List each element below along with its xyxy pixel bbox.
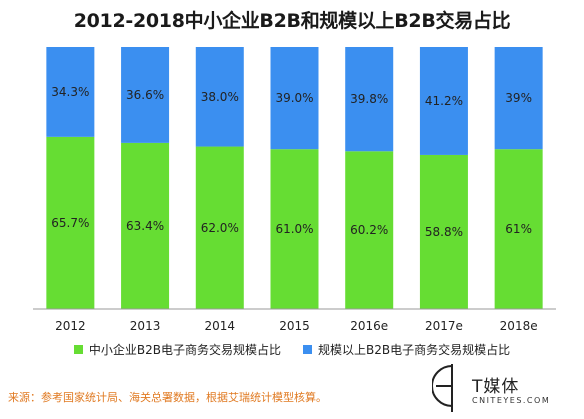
data-label: 65.7% — [51, 216, 89, 230]
legend-label-sme: 中小企业B2B电子商务交易规模占比 — [88, 343, 281, 357]
data-label: 34.3% — [51, 85, 89, 99]
legend-swatch-sme — [73, 345, 83, 354]
data-label: 62.0% — [201, 221, 239, 235]
bar-segment-sme-2015 — [270, 149, 319, 309]
bar-segment-large-2016e — [345, 47, 394, 152]
x-tick-label: 2015 — [279, 319, 310, 333]
bar-segment-large-2015 — [270, 47, 319, 150]
x-tick-label: 2018e — [500, 319, 538, 333]
data-label: 39% — [505, 91, 532, 105]
data-label: 60.2% — [350, 223, 388, 237]
legend-label-large: 规模以上B2B电子商务交易规模占比 — [318, 343, 511, 357]
x-tick-label: 2016e — [350, 319, 388, 333]
x-tick-label: 2012 — [55, 319, 86, 333]
x-axis: 2012 2013 2014 2015 2016e 2017e 2018e — [33, 308, 556, 333]
data-label: 58.8% — [425, 225, 463, 239]
x-tick-label: 2013 — [130, 319, 161, 333]
logo-text: T媒体 — [472, 377, 520, 397]
bar-segment-sme-2012 — [46, 136, 95, 309]
bar-segment-sme-2013 — [121, 142, 170, 309]
bars-group: 65.7% 34.3% 63.4% 36.6% 62.0% 38.0% 61.0% 39.0%… — [46, 47, 543, 309]
stacked-bar-chart: 65.7% 34.3% 63.4% 36.6% 62.0% 38.0% 61.0% 39.0%… — [33, 47, 556, 333]
bar-segment-sme-2014 — [195, 146, 244, 309]
data-label: 39.8% — [350, 92, 388, 106]
bar-segment-large-2012 — [46, 47, 95, 137]
source-note: 来源：参考国家统计局、海关总署数据，根据艾瑞统计模型核算。 — [8, 391, 327, 404]
bar-segment-large-2018e — [494, 47, 543, 150]
data-label: 61.0% — [275, 222, 313, 236]
bar-segment-large-2017e — [419, 47, 468, 155]
bar-segment-large-2013 — [121, 47, 170, 143]
data-label: 41.2% — [425, 94, 463, 108]
logo-mark-icon — [432, 364, 453, 412]
legend-item-sme: 中小企业B2B电子商务交易规模占比 — [73, 341, 281, 358]
data-label: 39.0% — [275, 91, 313, 105]
bar-segment-sme-2017e — [419, 154, 468, 309]
data-label: 36.6% — [126, 88, 164, 102]
x-tick-label: 2014 — [205, 319, 236, 333]
bar-segment-sme-2016e — [345, 151, 394, 309]
legend-swatch-large — [303, 345, 312, 354]
chart-title: 2012-2018中小企业B2B和规模以上B2B交易占比 — [73, 10, 511, 32]
brand-logo: T媒体 CNITEYES.COM — [432, 362, 582, 414]
legend-item-large: 规模以上B2B电子商务交易规模占比 — [303, 341, 510, 358]
bar-segment-sme-2018e — [494, 149, 543, 309]
logo-subtext: CNITEYES.COM — [472, 396, 551, 405]
data-label: 38.0% — [201, 90, 239, 104]
legend: 中小企业B2B电子商务交易规模占比 规模以上B2B电子商务交易规模占比 — [0, 341, 584, 358]
bar-segment-large-2014 — [195, 47, 244, 147]
data-label: 63.4% — [126, 219, 164, 233]
data-label: 61% — [505, 222, 532, 236]
x-tick-label: 2017e — [425, 319, 463, 333]
